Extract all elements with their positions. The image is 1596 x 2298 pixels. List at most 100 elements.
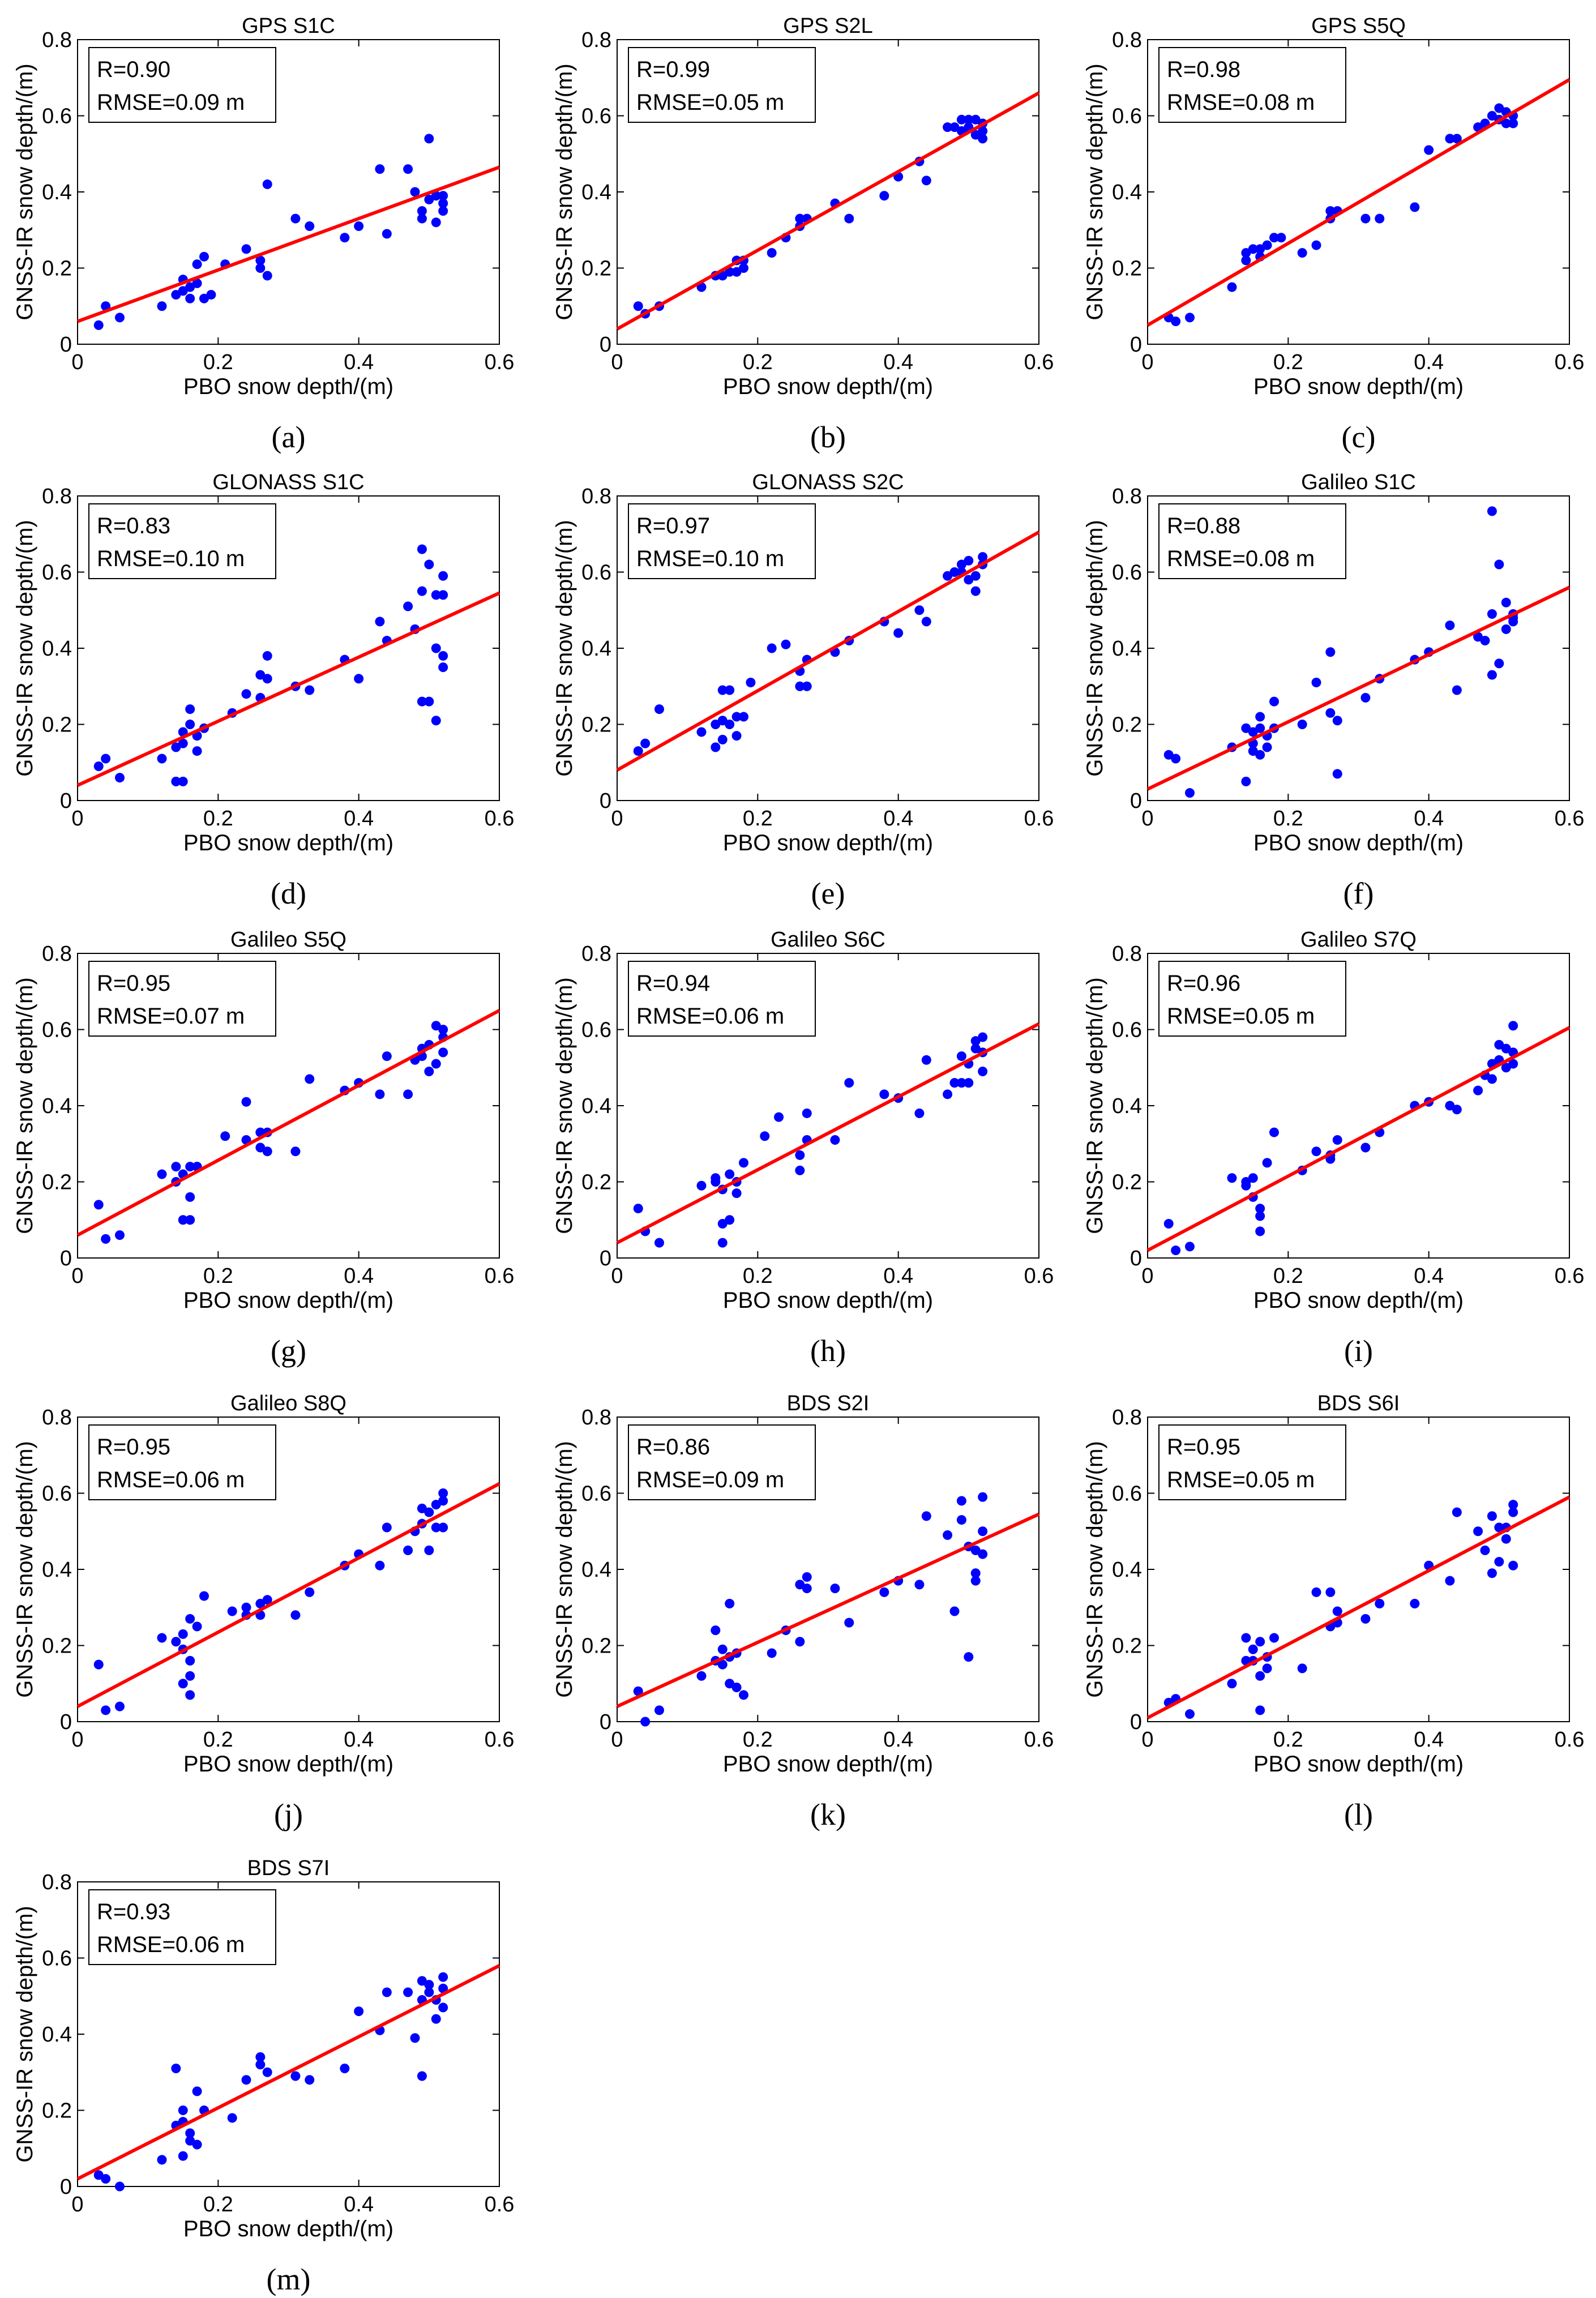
data-point <box>178 1215 188 1225</box>
chart-title: Galileo S1C <box>1301 470 1416 494</box>
data-point <box>956 114 966 125</box>
x-axis-label: PBO snow depth/(m) <box>723 831 933 855</box>
x-axis-label: PBO snow depth/(m) <box>723 1752 933 1777</box>
x-axis-label: PBO snow depth/(m) <box>183 2216 393 2241</box>
data-point <box>914 605 925 615</box>
x-tick-label: 0 <box>611 807 623 831</box>
data-point <box>725 685 735 695</box>
data-point <box>844 1078 854 1088</box>
x-tick-label: 0.6 <box>1555 1728 1585 1752</box>
x-tick-label: 0 <box>71 350 83 374</box>
data-point <box>696 727 707 737</box>
data-point <box>171 290 181 300</box>
data-point <box>717 1659 728 1670</box>
data-point <box>354 2006 364 2017</box>
data-point <box>417 586 427 596</box>
chart-title: Galileo S5Q <box>230 928 346 952</box>
data-point <box>921 1511 931 1521</box>
y-axis-label: GNSS-IR snow depth/(m) <box>552 63 577 320</box>
data-point <box>262 271 272 281</box>
x-tick-label: 0 <box>611 1264 623 1288</box>
data-point <box>1480 636 1490 646</box>
chart-title: Galileo S6C <box>771 928 885 952</box>
data-point <box>115 2181 125 2192</box>
x-tick-label: 0.6 <box>1024 1728 1054 1752</box>
x-tick-label: 0.6 <box>1555 350 1585 374</box>
fit-line <box>76 1964 500 2181</box>
x-tick-label: 0.6 <box>485 350 515 374</box>
data-point <box>1163 1218 1174 1229</box>
data-point <box>1255 750 1265 760</box>
data-point <box>970 586 981 596</box>
data-point <box>1487 1074 1497 1084</box>
data-point <box>921 617 931 627</box>
x-tick-label: 0 <box>71 807 83 831</box>
y-axis-label: GNSS-IR snow depth/(m) <box>12 1906 37 2162</box>
data-point <box>157 754 167 764</box>
y-tick-label: 0.6 <box>42 105 72 129</box>
x-tick-label: 0.4 <box>883 1264 913 1288</box>
y-tick-label: 0 <box>1130 1710 1142 1734</box>
data-point <box>93 2170 104 2180</box>
data-point <box>978 134 988 144</box>
data-point <box>1375 213 1385 224</box>
data-point <box>1508 1059 1518 1069</box>
y-axis-label: GNSS-IR snow depth/(m) <box>552 1441 577 1697</box>
data-point <box>1487 1511 1497 1521</box>
data-point <box>964 1652 974 1662</box>
r-value-label: R=0.86 <box>636 1435 710 1460</box>
data-point <box>424 1507 434 1517</box>
data-point <box>956 1496 966 1506</box>
x-tick-label: 0.6 <box>485 807 515 831</box>
x-tick-label: 0 <box>611 1728 623 1752</box>
data-point <box>1487 1568 1497 1578</box>
data-point <box>1494 559 1504 570</box>
data-point <box>949 567 960 577</box>
data-point <box>255 2052 266 2062</box>
rmse-label: RMSE=0.10 m <box>97 546 245 571</box>
data-point <box>178 2151 188 2161</box>
r-value-label: R=0.90 <box>97 57 170 82</box>
y-tick-label: 0.4 <box>581 181 611 204</box>
data-point <box>417 213 427 224</box>
data-point <box>115 1701 125 1711</box>
data-point <box>192 1621 202 1632</box>
y-tick-label: 0.8 <box>42 28 72 52</box>
data-point <box>978 552 988 562</box>
fit-line <box>76 165 500 323</box>
rmse-label: RMSE=0.08 m <box>1167 546 1315 571</box>
data-point <box>403 164 413 174</box>
data-point <box>802 681 812 691</box>
data-point <box>305 2075 315 2085</box>
data-point <box>375 164 385 174</box>
data-point <box>1480 1545 1490 1555</box>
data-point <box>1494 103 1504 113</box>
data-point <box>893 628 904 638</box>
data-point <box>1501 1063 1511 1073</box>
y-tick-label: 0.2 <box>42 1634 72 1658</box>
data-point <box>93 320 104 330</box>
data-point <box>830 1584 840 1594</box>
chart-title: BDS S6I <box>1317 1392 1400 1415</box>
y-tick-label: 0.6 <box>1112 1482 1142 1506</box>
r-value-label: R=0.93 <box>97 1899 170 1924</box>
x-tick-label: 0.2 <box>1273 1264 1303 1288</box>
data-point <box>262 1146 272 1157</box>
panel-label: (h) <box>810 1334 846 1368</box>
data-point <box>227 1606 237 1616</box>
data-point <box>1501 624 1511 634</box>
data-point <box>879 1089 889 1099</box>
data-point <box>767 1648 777 1658</box>
x-tick-label: 0.4 <box>883 807 913 831</box>
data-point <box>970 1043 981 1054</box>
data-point <box>725 720 735 729</box>
x-axis-label: PBO snow depth/(m) <box>1253 374 1464 399</box>
data-point <box>1171 754 1181 764</box>
data-point <box>978 1032 988 1042</box>
data-point <box>970 114 981 125</box>
y-tick-label: 0 <box>600 789 611 813</box>
x-tick-label: 0.2 <box>203 350 233 374</box>
chart-panel-h: 0 0.2 0.4 0.6 0 0.2 0.4 0.6 0.8 Galileo S6C PBO sn… <box>552 928 1054 1368</box>
data-point <box>178 2106 188 2115</box>
data-point <box>1508 118 1518 129</box>
